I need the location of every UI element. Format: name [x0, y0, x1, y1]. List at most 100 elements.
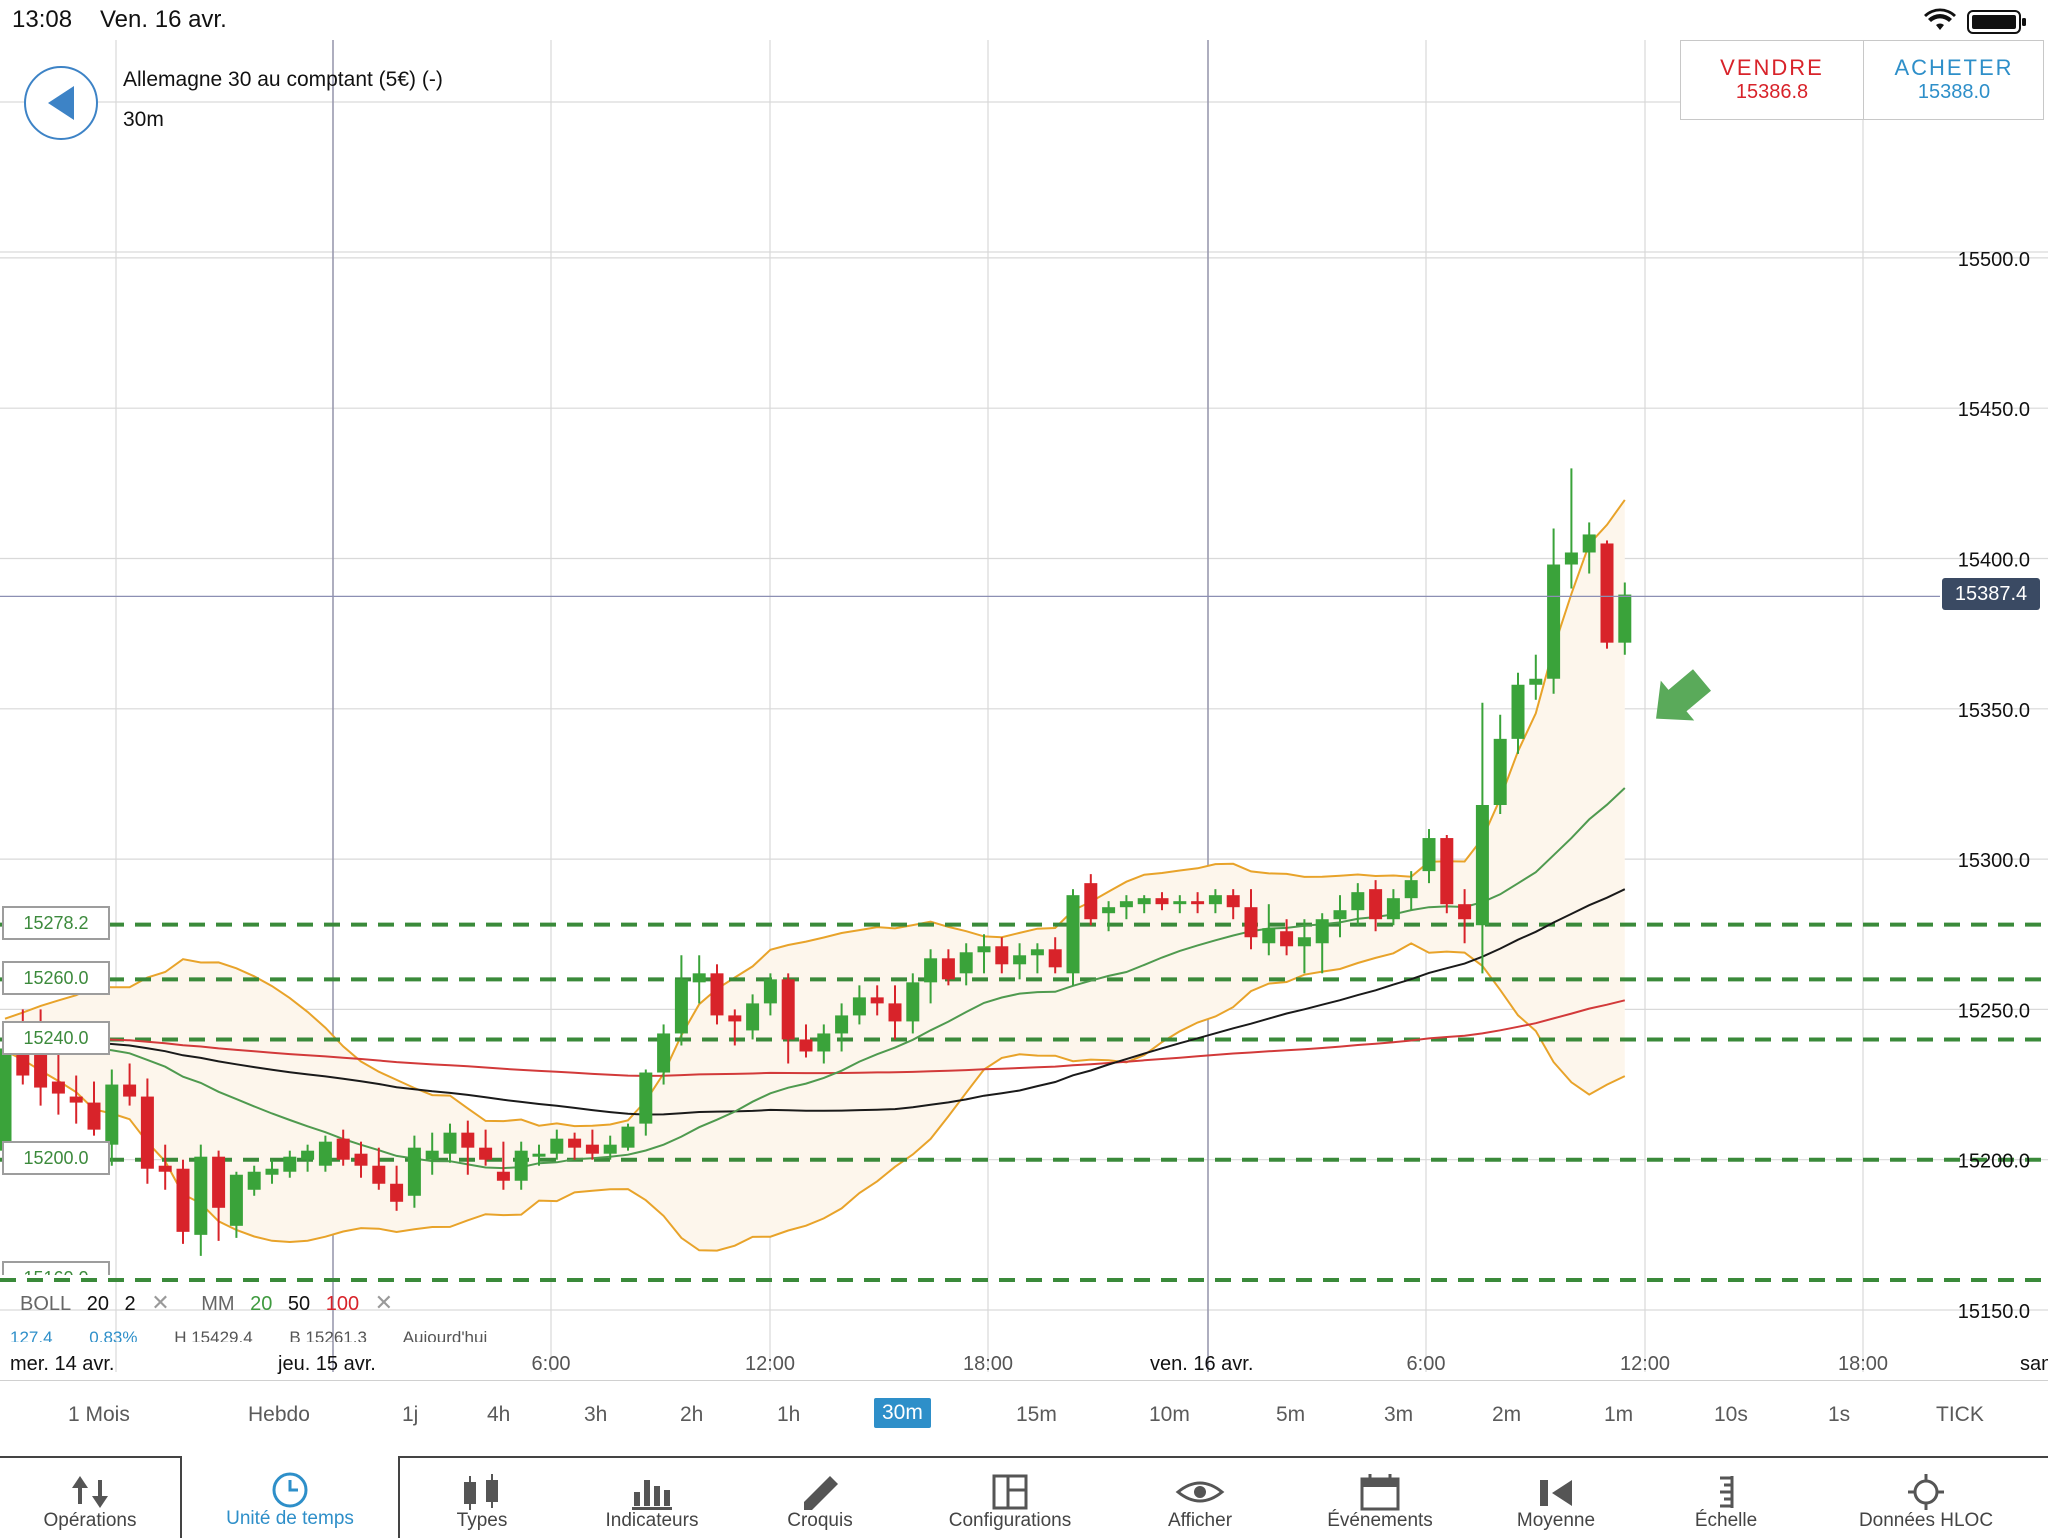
y-tick-label: 15250.0	[1958, 1000, 2030, 1022]
pencil-icon	[804, 1476, 838, 1510]
candle-body	[995, 946, 1009, 965]
buy-price: 15388.0	[1917, 81, 1991, 103]
candle-body	[1066, 895, 1080, 974]
price-chart[interactable]: 15500.0 15450.0 15400.0 15350.0 15300.0 15250…	[0, 0, 2048, 1380]
candle-body	[870, 997, 884, 1004]
tool-indicators[interactable]: Indicateurs	[578, 1458, 726, 1538]
stat-period: Aujourd'hui	[402, 1328, 488, 1342]
level-label[interactable]: 15260.0	[2, 961, 110, 995]
tf-30m[interactable]: 30m	[874, 1398, 931, 1428]
calendar-icon	[1360, 1474, 1400, 1511]
remove-mm-icon[interactable]: ✕	[374, 1290, 394, 1315]
tf-2m[interactable]: 2m	[1492, 1403, 1522, 1426]
candle-body	[69, 1096, 83, 1103]
mm-name: MM	[201, 1293, 235, 1315]
buy-button[interactable]: ACHETER 15388.0	[1863, 41, 2045, 119]
tf-2h[interactable]: 2h	[680, 1403, 704, 1426]
tf-1m[interactable]: 1m	[1604, 1403, 1634, 1426]
candle-body	[1582, 534, 1596, 553]
candle-body	[746, 1003, 760, 1031]
candle-body	[1475, 804, 1489, 926]
candle-body	[568, 1138, 582, 1148]
tf-1s[interactable]: 1s	[1828, 1403, 1851, 1426]
candle-body	[265, 1168, 279, 1175]
bollinger-fill	[5, 499, 1625, 1251]
candle-body	[1315, 919, 1329, 944]
tf-10m[interactable]: 10m	[1149, 1403, 1190, 1426]
candle-body	[763, 979, 777, 1004]
tool-types[interactable]: Types	[410, 1458, 554, 1538]
chart-grid	[0, 40, 2048, 1372]
candle-body	[1173, 901, 1187, 905]
candle-body	[194, 1156, 208, 1235]
candle-body	[639, 1072, 653, 1124]
candle-body	[407, 1147, 421, 1196]
tf-4h[interactable]: 4h	[487, 1403, 511, 1426]
status-date: Ven. 16 avr.	[100, 6, 227, 33]
wifi-icon	[1924, 8, 1956, 30]
back-arrow-icon	[48, 86, 74, 120]
candle-body	[87, 1102, 101, 1130]
tool-operations[interactable]: Opérations	[0, 1458, 180, 1538]
green-arrow-icon	[1656, 669, 1711, 721]
sell-button[interactable]: VENDRE 15386.8	[1681, 41, 1864, 119]
level-label[interactable]: 15240.0	[2, 1021, 110, 1055]
remove-boll-icon[interactable]: ✕	[151, 1290, 170, 1315]
tf-3m[interactable]: 3m	[1384, 1403, 1414, 1426]
tool-events[interactable]: Événements	[1310, 1458, 1450, 1538]
x-tick-label: 12:00	[745, 1353, 795, 1375]
tool-configurations[interactable]: Configurations	[930, 1458, 1090, 1538]
candle-body	[1564, 552, 1578, 565]
tool-scale[interactable]: Échelle	[1676, 1458, 1776, 1538]
candle-body	[176, 1168, 190, 1232]
tf-1j[interactable]: 1j	[402, 1403, 419, 1426]
mm50-line	[4, 888, 1626, 1116]
y-tick-label: 15300.0	[1958, 850, 2030, 872]
candle-body	[1226, 895, 1240, 908]
candle-body	[1048, 949, 1062, 968]
timeframe-bar: 1 Mois Hebdo 1j 4h 3h 2h 1h 30m 15m 10m …	[0, 1380, 2048, 1455]
candle-body	[479, 1147, 493, 1160]
candle-body	[585, 1144, 599, 1154]
level-label[interactable]: 15200.0	[2, 1141, 110, 1175]
tf-10s[interactable]: 10s	[1714, 1403, 1748, 1426]
scale-icon	[1720, 1476, 1734, 1508]
mm-period-50: 50	[287, 1293, 311, 1315]
candle-body	[1529, 678, 1543, 685]
candles-icon	[464, 1474, 498, 1510]
tf-tick[interactable]: TICK	[1936, 1403, 1984, 1426]
tool-average[interactable]: Moyenne	[1500, 1458, 1612, 1538]
tf-hebdo[interactable]: Hebdo	[248, 1403, 310, 1426]
candle-body	[1102, 907, 1116, 914]
x-tick-label: jeu. 15 avr.	[277, 1353, 376, 1375]
x-tick-label: 6:00	[1407, 1353, 1446, 1375]
tool-display[interactable]: Afficher	[1150, 1458, 1250, 1538]
candle-body	[1458, 904, 1472, 920]
tool-time-unit[interactable]: Unité de temps	[180, 1456, 400, 1538]
tool-label: Événements	[1327, 1510, 1433, 1531]
tool-label: Échelle	[1694, 1510, 1758, 1531]
tool-sketch[interactable]: Croquis	[760, 1458, 880, 1538]
x-tick-label: 18:00	[1838, 1353, 1888, 1375]
tf-1h[interactable]: 1h	[777, 1403, 801, 1426]
candle-body	[1155, 898, 1169, 905]
clock-icon	[272, 1472, 308, 1508]
tf-3h[interactable]: 3h	[584, 1403, 608, 1426]
back-button[interactable]	[24, 66, 98, 140]
tf-5m[interactable]: 5m	[1276, 1403, 1306, 1426]
candle-body	[1404, 880, 1418, 899]
tf-1-mois[interactable]: 1 Mois	[68, 1403, 130, 1426]
candle-body	[924, 958, 938, 983]
status-bar: 13:08 Ven. 16 avr.	[0, 0, 2048, 40]
bollinger-upper-line	[4, 499, 1626, 1128]
green-arrow-shape	[1656, 669, 1711, 721]
tool-label: Données HLOC	[1858, 1510, 1994, 1531]
bar-chart-icon	[632, 1480, 672, 1510]
tf-15m[interactable]: 15m	[1016, 1403, 1057, 1426]
tool-hloc[interactable]: Données HLOC	[1846, 1458, 2006, 1538]
x-tick-label: mer. 14 avr.	[10, 1353, 115, 1375]
x-tick-label: 6:00	[532, 1353, 571, 1375]
candle-body	[532, 1153, 546, 1157]
level-label[interactable]: 15278.2	[2, 906, 110, 940]
level-label[interactable]: 15160.0	[2, 1261, 110, 1275]
